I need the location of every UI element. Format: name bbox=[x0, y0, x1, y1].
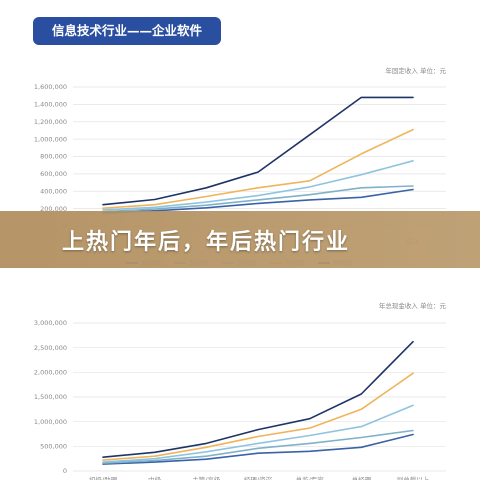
y-tick-label: 500,000 bbox=[40, 443, 67, 451]
y-tick-label: 2,000,000 bbox=[34, 369, 67, 377]
y-tick-label: 400,000 bbox=[40, 187, 67, 195]
x-tick-label: 主管/高级 bbox=[192, 475, 221, 480]
y-tick-label: 3,000,000 bbox=[34, 319, 67, 327]
x-tick-label: 副总裁以上 bbox=[397, 475, 430, 480]
series-line-90分位 bbox=[102, 96, 414, 206]
series-line-50分位 bbox=[102, 404, 414, 463]
x-tick-label: 总监/专家 bbox=[296, 475, 325, 480]
y-tick-label: 1,000,000 bbox=[34, 418, 67, 426]
chart-svg: 年总现金收入 单位：元 0 500,000 1,000,000 1,500,000 2,0… bbox=[34, 301, 447, 480]
y-tick-label: 800,000 bbox=[40, 153, 67, 161]
y-tick-label: 1,600,000 bbox=[34, 83, 67, 91]
y-tick-label: 2,500,000 bbox=[34, 344, 67, 352]
y-tick-label: 200,000 bbox=[40, 205, 67, 213]
page-title: 信息技术行业——企业软件 bbox=[33, 17, 221, 45]
series-line-75分位 bbox=[102, 372, 414, 461]
x-tick-label: 经理/资深 bbox=[244, 475, 273, 480]
y-tick-label: 1,400,000 bbox=[34, 101, 67, 109]
series-line-10分位 bbox=[102, 433, 414, 465]
series-line-50分位 bbox=[102, 160, 414, 211]
chart-total-cash: 年总现金收入 单位：元 0 500,000 1,000,000 1,500,000 2,0… bbox=[0, 296, 480, 480]
x-tick-label: 总经理 bbox=[352, 475, 372, 480]
x-tick-label: 初级/助理 bbox=[89, 475, 118, 480]
y-tick-label: 1,500,000 bbox=[34, 393, 67, 401]
series-line-90分位 bbox=[102, 340, 414, 458]
unit-label: 年总现金收入 单位：元 bbox=[379, 301, 447, 310]
y-tick-label: 0 bbox=[63, 467, 67, 475]
series-line-25分位 bbox=[102, 185, 414, 213]
y-tick-label: 1,000,000 bbox=[34, 135, 67, 143]
x-tick-label: 中级 bbox=[148, 475, 162, 480]
banner-text: 上热门年后，年后热门行业 bbox=[62, 229, 351, 255]
unit-label: 年固定收入 单位：元 bbox=[385, 66, 446, 75]
overlay-banner: 上热门年后，年后热门行业 bbox=[0, 211, 480, 268]
y-tick-label: 600,000 bbox=[40, 170, 67, 178]
series-line-75分位 bbox=[102, 128, 414, 209]
y-tick-label: 1,200,000 bbox=[34, 118, 67, 126]
series-line-10分位 bbox=[102, 188, 414, 214]
series-line-25分位 bbox=[102, 429, 414, 464]
